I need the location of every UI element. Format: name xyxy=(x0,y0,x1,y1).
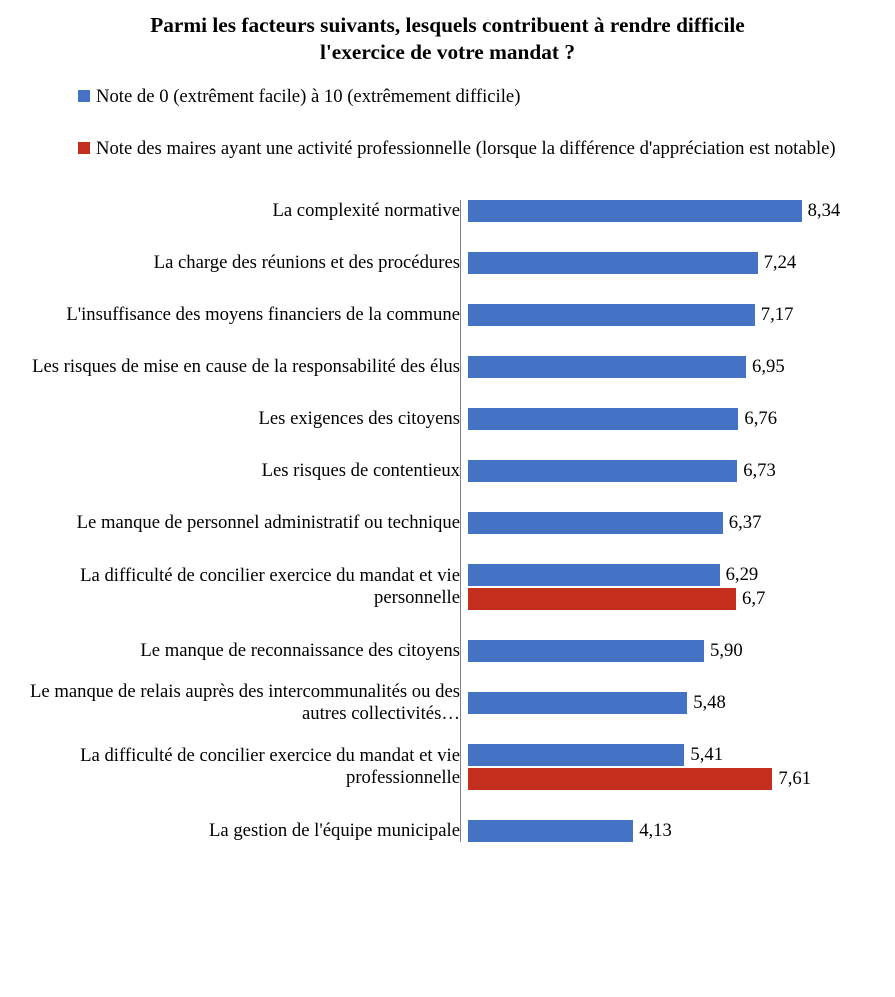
table-row: L'insuffisance des moyens financiers de … xyxy=(20,304,875,326)
bar-group: 8,34 xyxy=(468,200,868,222)
table-row: Les risques de contentieux 6,73 xyxy=(20,460,875,482)
category-label: La charge des réunions et des procédures xyxy=(20,252,468,274)
category-label: La gestion de l'équipe municipale xyxy=(20,820,468,842)
chart-title: Parmi les facteurs suivants, lesquels co… xyxy=(88,12,808,65)
bar-group: 6,73 xyxy=(468,460,868,482)
legend-item-primary: Note de 0 (extrêment facile) à 10 (extrê… xyxy=(78,85,848,108)
legend-label-primary: Note de 0 (extrêment facile) à 10 (extrê… xyxy=(96,85,520,108)
bar-value-primary: 5,48 xyxy=(693,692,726,714)
table-row: La complexité normative 8,34 xyxy=(20,200,875,222)
table-row: Le manque de relais auprès des intercomm… xyxy=(20,692,875,714)
bar-primary xyxy=(468,640,704,662)
category-label: L'insuffisance des moyens financiers de … xyxy=(20,304,468,326)
table-row: La difficulté de concilier exercice du m… xyxy=(20,744,875,790)
category-label: La difficulté de concilier exercice du m… xyxy=(20,564,468,610)
category-label: Les exigences des citoyens xyxy=(20,408,468,430)
bar-group: 6,296,7 xyxy=(468,564,868,610)
bar-value-primary: 6,76 xyxy=(744,408,777,430)
bar-secondary xyxy=(468,588,736,610)
legend-label-secondary: Note des maires ayant une activité profe… xyxy=(96,137,836,160)
table-row: La gestion de l'équipe municipale 4,13 xyxy=(20,820,875,842)
bar-primary xyxy=(468,564,720,586)
bar-primary xyxy=(468,356,746,378)
bar-primary xyxy=(468,304,755,326)
bar-value-primary: 5,41 xyxy=(690,744,723,766)
bar-value-primary: 4,13 xyxy=(639,820,672,842)
table-row: La difficulté de concilier exercice du m… xyxy=(20,564,875,610)
bar-primary xyxy=(468,512,723,534)
bar-value-primary: 8,34 xyxy=(808,200,841,222)
bar-group: 4,13 xyxy=(468,820,868,842)
bar-group: 7,17 xyxy=(468,304,868,326)
bar-group: 5,41 7,61 xyxy=(468,744,868,790)
bar-secondary xyxy=(468,768,772,790)
table-row: Les risques de mise en cause de la respo… xyxy=(20,356,875,378)
chart-container: Parmi les facteurs suivants, lesquels co… xyxy=(0,0,895,892)
bar-value-secondary: 6,7 xyxy=(742,588,765,610)
bar-primary xyxy=(468,820,633,842)
bar-primary xyxy=(468,692,687,714)
table-row: Les exigences des citoyens 6,76 xyxy=(20,408,875,430)
category-label: Le manque de relais auprès des intercomm… xyxy=(20,692,468,714)
bar-group: 7,24 xyxy=(468,252,868,274)
bar-value-primary: 7,24 xyxy=(764,252,797,274)
table-row: Le manque de reconnaissance des citoyens… xyxy=(20,640,875,662)
bar-value-primary: 6,73 xyxy=(743,460,776,482)
bar-value-primary: 6,95 xyxy=(752,356,785,378)
bar-group: 5,48 xyxy=(468,692,868,714)
bar-value-primary: 7,17 xyxy=(761,304,794,326)
category-label: Le manque de personnel administratif ou … xyxy=(20,512,468,534)
category-label: La difficulté de concilier exercice du m… xyxy=(20,744,468,790)
bar-value-primary: 6,37 xyxy=(729,512,762,534)
bar-group: 6,95 xyxy=(468,356,868,378)
bar-group: 5,90 xyxy=(468,640,868,662)
table-row: La charge des réunions et des procédures… xyxy=(20,252,875,274)
bar-group: 6,37 xyxy=(468,512,868,534)
bar-primary xyxy=(468,460,737,482)
category-label: Les risques de contentieux xyxy=(20,460,468,482)
bar-value-primary: 5,90 xyxy=(710,640,743,662)
legend-swatch-secondary xyxy=(78,142,90,154)
bar-value-secondary: 7,61 xyxy=(778,768,811,790)
category-label: Le manque de reconnaissance des citoyens xyxy=(20,640,468,662)
bar-primary xyxy=(468,252,758,274)
category-label: La complexité normative xyxy=(20,200,468,222)
bar-primary xyxy=(468,200,802,222)
plot-area: La complexité normative 8,34 La charge des… xyxy=(20,200,875,842)
legend-swatch-primary xyxy=(78,90,90,102)
bar-primary xyxy=(468,744,684,766)
category-label: Les risques de mise en cause de la respo… xyxy=(20,356,468,378)
bar-rows: La complexité normative 8,34 La charge des… xyxy=(20,200,875,842)
table-row: Le manque de personnel administratif ou … xyxy=(20,512,875,534)
bar-primary xyxy=(468,408,738,430)
chart-title-line2: l'exercice de votre mandat ? xyxy=(320,40,575,64)
bar-value-primary: 6,29 xyxy=(726,564,759,586)
chart-title-line1: Parmi les facteurs suivants, lesquels co… xyxy=(150,13,745,37)
legend: Note de 0 (extrêment facile) à 10 (extrê… xyxy=(78,85,848,160)
bar-group: 6,76 xyxy=(468,408,868,430)
legend-item-secondary: Note des maires ayant une activité profe… xyxy=(78,137,848,160)
